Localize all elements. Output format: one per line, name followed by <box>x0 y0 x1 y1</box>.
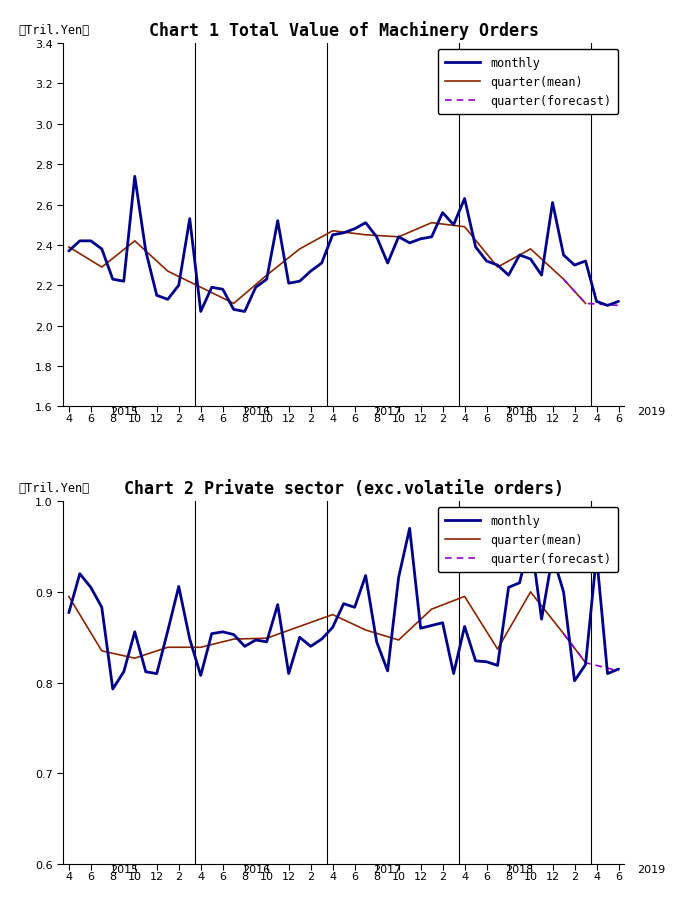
Text: 2019: 2019 <box>637 407 666 417</box>
Text: 2018: 2018 <box>506 407 534 417</box>
Text: 2015: 2015 <box>110 864 138 874</box>
Text: 2017: 2017 <box>373 407 402 417</box>
Legend: monthly, quarter(mean), quarter(forecast): monthly, quarter(mean), quarter(forecast… <box>438 50 618 115</box>
Text: 2015: 2015 <box>110 407 138 417</box>
Title: Chart 2 Private sector (exc.volatile orders): Chart 2 Private sector (exc.volatile ord… <box>124 479 564 497</box>
Text: 2016: 2016 <box>242 864 270 874</box>
Legend: monthly, quarter(mean), quarter(forecast): monthly, quarter(mean), quarter(forecast… <box>438 508 618 573</box>
Text: 2018: 2018 <box>506 864 534 874</box>
Text: 2019: 2019 <box>637 864 666 874</box>
Title: Chart 1 Total Value of Machinery Orders: Chart 1 Total Value of Machinery Orders <box>149 21 538 40</box>
Text: （Tril.Yen）: （Tril.Yen） <box>18 482 90 494</box>
Text: 2016: 2016 <box>242 407 270 417</box>
Text: （Tril.Yen）: （Tril.Yen） <box>18 23 90 37</box>
Text: 2017: 2017 <box>373 864 402 874</box>
